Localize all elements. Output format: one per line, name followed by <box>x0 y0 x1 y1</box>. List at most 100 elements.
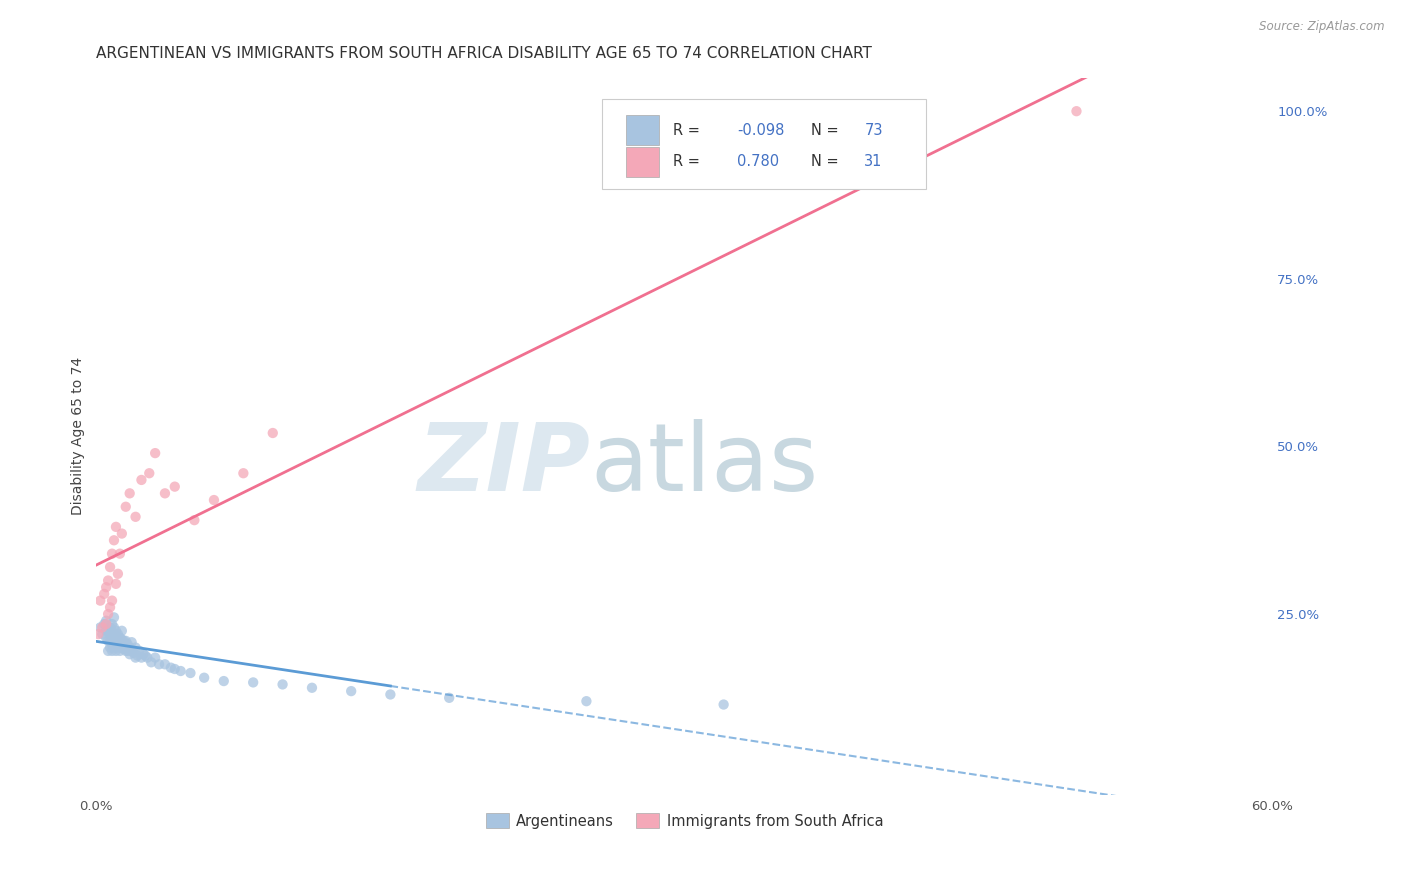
Point <box>114 633 136 648</box>
Point <box>153 657 176 672</box>
Point <box>104 624 127 638</box>
Point <box>108 644 131 658</box>
Point <box>183 513 205 527</box>
Point <box>94 631 117 645</box>
Text: N =: N = <box>811 122 844 137</box>
Point <box>128 644 150 658</box>
Point <box>101 547 124 561</box>
Point <box>108 547 131 561</box>
Point <box>437 690 460 705</box>
Point <box>117 644 139 658</box>
Point <box>89 593 111 607</box>
Point <box>97 607 120 621</box>
Point <box>107 566 129 581</box>
Point <box>136 650 159 665</box>
Point <box>118 640 141 655</box>
Point <box>97 624 120 638</box>
Point <box>271 677 294 691</box>
Text: 73: 73 <box>865 122 883 137</box>
Point <box>93 617 115 632</box>
Point <box>107 633 129 648</box>
Point <box>87 627 110 641</box>
Text: ZIP: ZIP <box>418 419 591 511</box>
Point <box>89 620 111 634</box>
Point <box>104 520 127 534</box>
Point <box>122 646 145 660</box>
Point <box>124 650 146 665</box>
Point <box>103 640 125 655</box>
Point <box>101 593 124 607</box>
Point <box>121 635 143 649</box>
Point <box>212 674 235 689</box>
Point <box>101 644 124 658</box>
Point <box>98 600 121 615</box>
Point <box>94 617 117 632</box>
Point <box>103 610 125 624</box>
Point <box>94 614 117 628</box>
Point <box>1066 104 1088 119</box>
Text: 0.780: 0.780 <box>737 154 779 169</box>
Point <box>103 627 125 641</box>
Point <box>98 560 121 574</box>
Point <box>148 657 170 672</box>
Point <box>97 644 120 658</box>
Point <box>131 650 153 665</box>
Point <box>111 526 134 541</box>
Point <box>141 655 163 669</box>
Text: R =: R = <box>672 154 704 169</box>
Point <box>112 641 135 656</box>
Point <box>104 577 127 591</box>
Point <box>118 486 141 500</box>
Point <box>103 633 125 648</box>
Point <box>127 648 149 663</box>
Point <box>163 480 186 494</box>
Point <box>111 632 134 647</box>
Point <box>143 446 166 460</box>
Text: -0.098: -0.098 <box>737 122 785 137</box>
Point <box>108 631 131 645</box>
Point <box>143 650 166 665</box>
Point <box>104 637 127 651</box>
Point <box>94 580 117 594</box>
Text: ARGENTINEAN VS IMMIGRANTS FROM SOUTH AFRICA DISABILITY AGE 65 TO 74 CORRELATION : ARGENTINEAN VS IMMIGRANTS FROM SOUTH AFR… <box>97 46 872 62</box>
Point <box>202 493 225 508</box>
Point <box>193 671 215 685</box>
Text: 31: 31 <box>865 154 883 169</box>
Point <box>118 647 141 661</box>
Point <box>301 681 323 695</box>
Point <box>107 640 129 655</box>
Point <box>107 627 129 641</box>
Point <box>114 644 136 658</box>
Point <box>98 640 121 655</box>
Y-axis label: Disability Age 65 to 74: Disability Age 65 to 74 <box>72 358 86 516</box>
Text: atlas: atlas <box>591 419 818 511</box>
Point <box>232 467 254 481</box>
Point <box>138 467 160 481</box>
Point <box>121 644 143 658</box>
Point <box>380 688 402 702</box>
Point <box>163 662 186 676</box>
Point <box>91 620 114 634</box>
FancyBboxPatch shape <box>602 99 925 189</box>
Point <box>97 574 120 588</box>
Point <box>134 648 156 663</box>
Point <box>153 486 176 500</box>
Point <box>98 633 121 648</box>
Point <box>713 698 735 712</box>
Point <box>179 666 201 681</box>
Point <box>93 587 115 601</box>
Point <box>340 684 363 698</box>
Point <box>575 694 598 708</box>
Point <box>94 624 117 638</box>
Point <box>242 675 264 690</box>
Point <box>160 660 183 674</box>
Point <box>104 631 127 645</box>
Text: N =: N = <box>811 154 844 169</box>
Point <box>103 620 125 634</box>
Point <box>108 637 131 651</box>
Point <box>112 633 135 648</box>
Point <box>117 637 139 651</box>
Text: R =: R = <box>672 122 704 137</box>
Point <box>103 533 125 548</box>
Point <box>111 640 134 655</box>
